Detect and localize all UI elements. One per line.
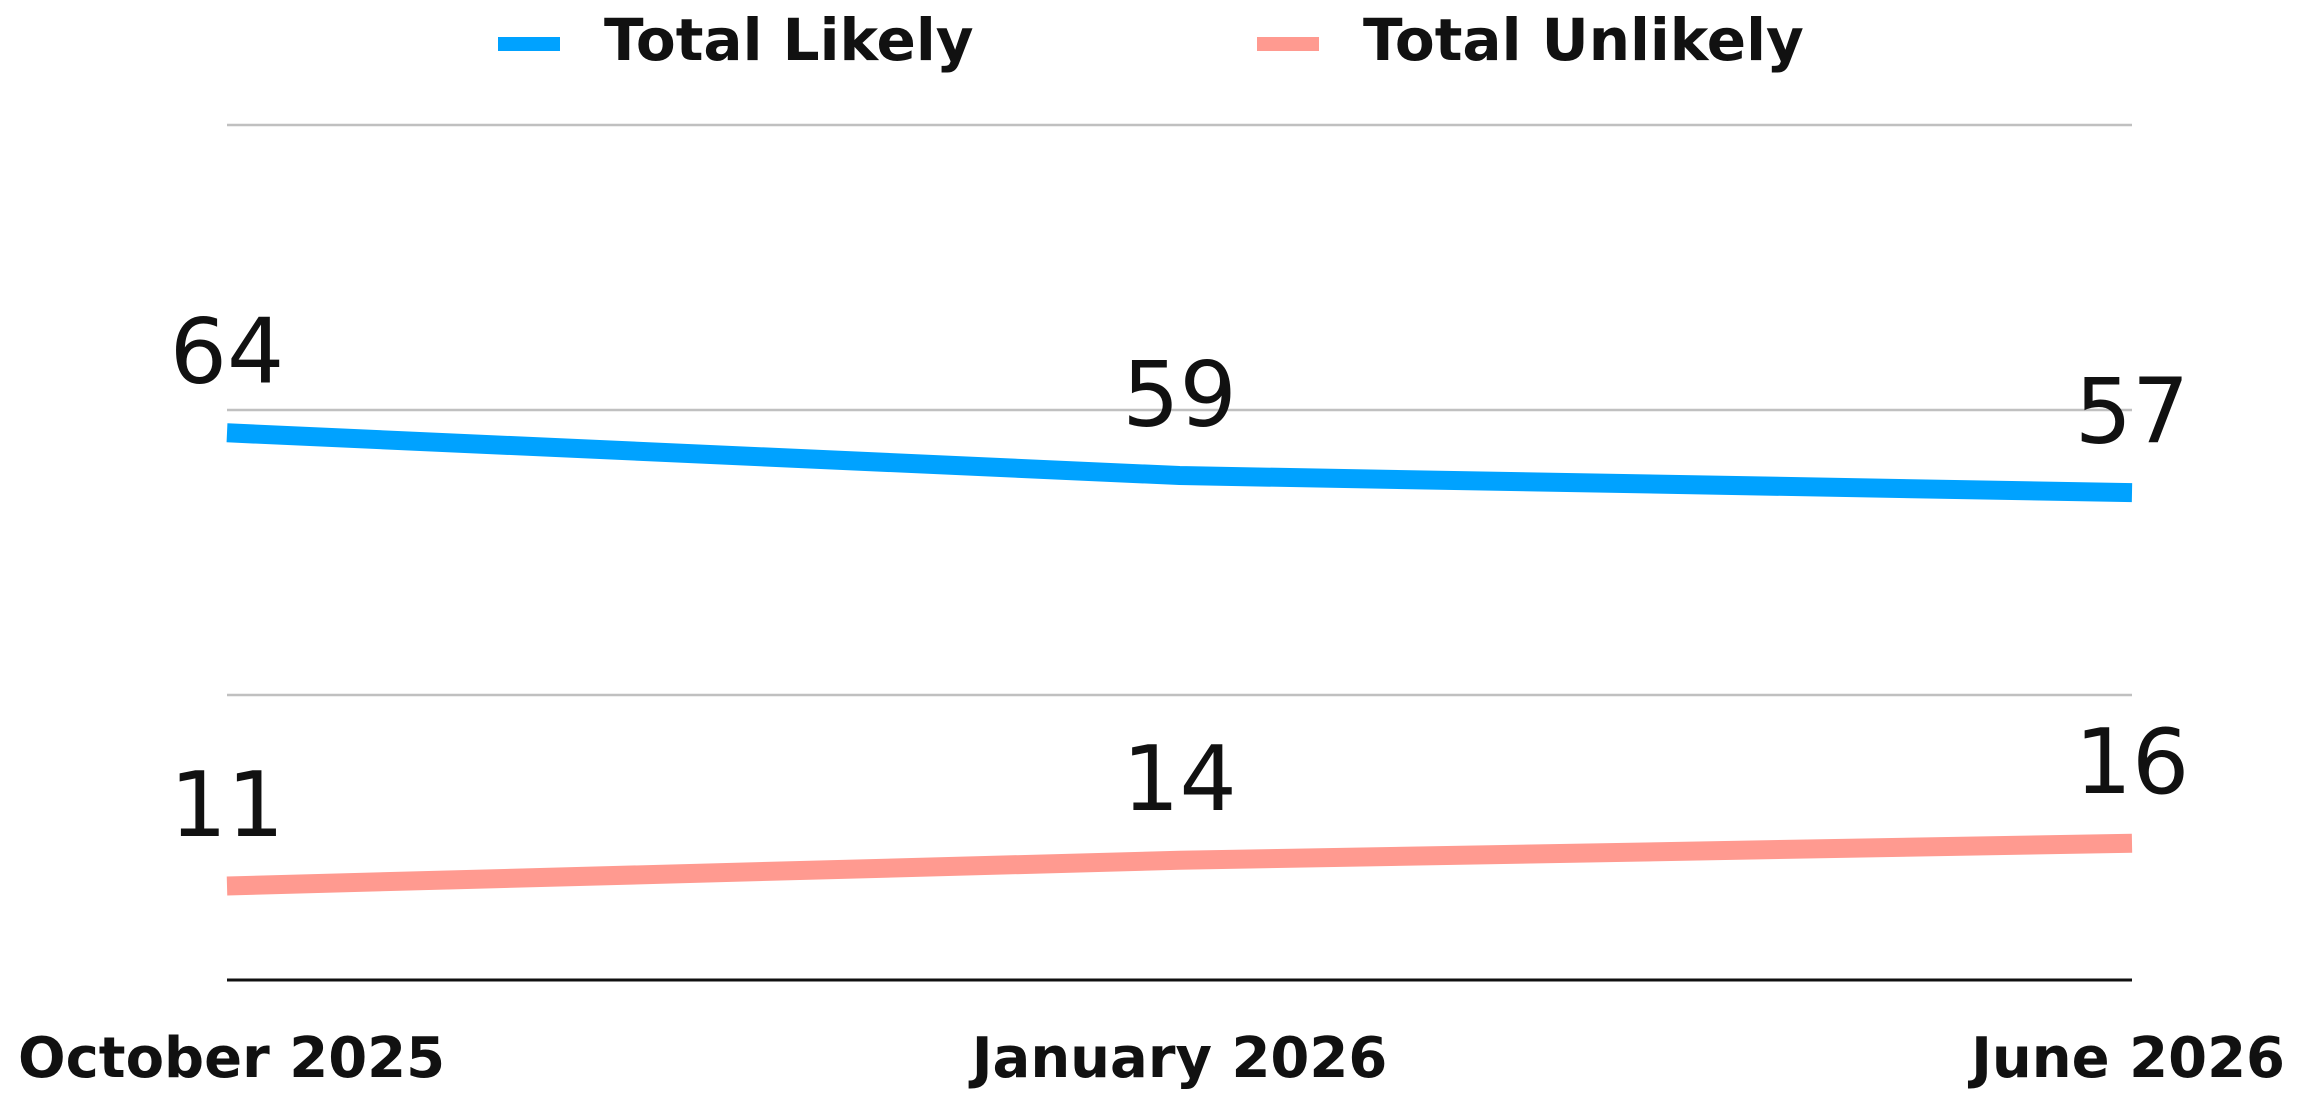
series-line (226, 423, 2133, 503)
x-tick-label: January 2026 (968, 1026, 1388, 1091)
series-line (226, 833, 2133, 896)
legend-label: Total Unlikely (1363, 6, 1804, 74)
value-label: 14 (1122, 727, 1237, 832)
value-label: 57 (2075, 360, 2190, 465)
legend-label: Total Likely (604, 6, 974, 74)
value-label: 64 (170, 300, 285, 405)
value-label: 16 (2075, 710, 2190, 815)
value-label: 59 (1122, 342, 1237, 447)
x-tick-label: June 2026 (1967, 1026, 2285, 1091)
value-label: 11 (170, 753, 285, 858)
x-tick-label: October 2025 (18, 1026, 445, 1091)
